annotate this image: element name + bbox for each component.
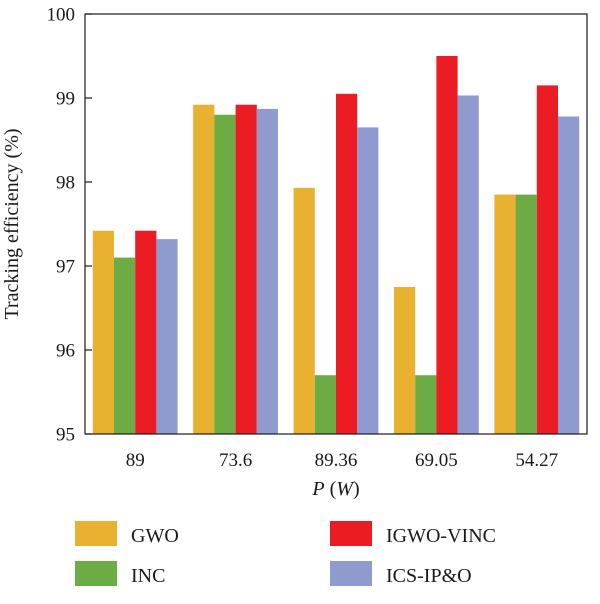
y-tick-label: 96 xyxy=(56,341,75,362)
x-tick-label: 54.27 xyxy=(515,450,558,471)
legend-label-inc: INC xyxy=(131,565,165,587)
y-axis-label: Tracking efficiency (%) xyxy=(1,128,23,319)
bar-igwo-vinc-4 xyxy=(536,85,558,435)
bar-inc-1 xyxy=(214,114,236,435)
bar-ics-ip-o-0 xyxy=(156,239,178,434)
x-tick-label: 73.6 xyxy=(219,450,252,471)
bar-igwo-vinc-3 xyxy=(436,56,458,434)
bar-ics-ip-o-1 xyxy=(256,108,278,435)
bar-gwo-0 xyxy=(92,230,114,434)
bar-gwo-2 xyxy=(293,187,315,434)
bar-inc-3 xyxy=(415,375,437,434)
y-tick-label: 98 xyxy=(56,173,75,194)
bar-igwo-vinc-0 xyxy=(135,230,157,434)
bar-gwo-1 xyxy=(193,104,215,434)
bar-gwo-3 xyxy=(394,287,416,434)
x-tick-label: 69.05 xyxy=(415,450,458,471)
bars-layer xyxy=(92,56,580,435)
bar-ics-ip-o-4 xyxy=(558,116,580,434)
bar-gwo-4 xyxy=(494,194,516,434)
y-tick-label: 100 xyxy=(47,5,76,26)
legend: GWO INC IGWO-VINC ICS-IP&O xyxy=(75,521,496,587)
y-tick-label: 95 xyxy=(56,425,75,446)
bar-inc-0 xyxy=(114,257,136,434)
legend-swatch-ics-ip-o xyxy=(330,561,372,586)
plot-frame xyxy=(84,13,588,435)
y-tick-label: 97 xyxy=(56,257,75,278)
legend-label-igwo-vinc: IGWO-VINC xyxy=(386,525,496,547)
legend-swatch-gwo xyxy=(75,521,117,546)
x-axis-label: P (W) xyxy=(311,478,359,500)
bar-inc-4 xyxy=(515,194,537,434)
legend-label-ics-ip-o: ICS-IP&O xyxy=(386,565,472,587)
bar-ics-ip-o-2 xyxy=(357,127,379,435)
bar-ics-ip-o-3 xyxy=(457,95,479,434)
bar-igwo-vinc-2 xyxy=(336,93,358,435)
bar-igwo-vinc-1 xyxy=(235,104,257,434)
x-tick-label: 89.36 xyxy=(315,450,358,471)
legend-swatch-igwo-vinc xyxy=(330,521,372,546)
axes-layer: 89 73.6 89.36 69.05 54.27 95 96 97 98 99 100 xyxy=(47,5,588,471)
legend-label-gwo: GWO xyxy=(131,525,179,547)
y-tick-label: 99 xyxy=(56,89,75,110)
bar-inc-2 xyxy=(314,375,336,434)
legend-swatch-inc xyxy=(75,561,117,586)
x-tick-label: 89 xyxy=(126,450,145,471)
